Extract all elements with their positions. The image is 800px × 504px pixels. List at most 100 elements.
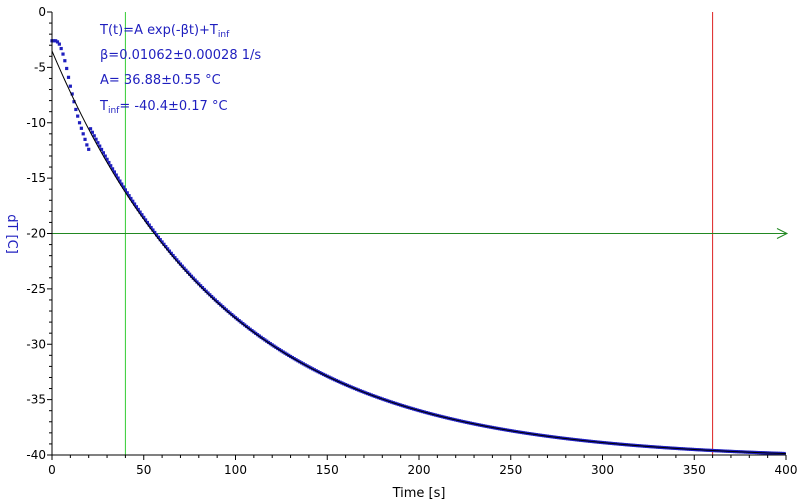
data-point-74 bbox=[186, 270, 190, 274]
data-point-58 bbox=[156, 235, 161, 239]
fit-formula-sub: inf bbox=[218, 30, 230, 40]
data-point-39 bbox=[121, 185, 126, 189]
data-point-68 bbox=[175, 258, 179, 262]
data-point-62 bbox=[164, 245, 168, 249]
data-point-86 bbox=[208, 293, 212, 297]
data-point-78 bbox=[193, 278, 197, 282]
data-point-15 bbox=[77, 121, 82, 125]
data-point-29 bbox=[103, 154, 107, 158]
tinf-value: Tinf= -40.4±0.17 °C bbox=[99, 99, 228, 116]
data-point-43 bbox=[129, 196, 133, 201]
data-point-83 bbox=[202, 287, 206, 292]
data-point-28 bbox=[101, 151, 105, 155]
data-point-7 bbox=[63, 59, 67, 63]
data-point-72 bbox=[182, 266, 186, 270]
data-point-40 bbox=[123, 188, 127, 192]
data-point-87 bbox=[210, 294, 214, 299]
y-tick-label--15: -15 bbox=[26, 171, 46, 185]
data-point-73 bbox=[184, 268, 188, 272]
y-tick-label--35: -35 bbox=[26, 393, 46, 407]
data-point-33 bbox=[110, 167, 115, 171]
data-point-13 bbox=[74, 107, 78, 112]
x-tick-label-250: 250 bbox=[499, 463, 522, 477]
data-point-21 bbox=[88, 127, 93, 131]
tinf-sub: inf bbox=[108, 106, 120, 116]
y-tick-label--40: -40 bbox=[26, 448, 46, 462]
data-point-5 bbox=[59, 46, 63, 51]
y-tick-label-0: 0 bbox=[38, 5, 46, 19]
data-point-61 bbox=[162, 242, 166, 246]
data-point-26 bbox=[98, 144, 102, 148]
data-point-11 bbox=[70, 92, 74, 96]
y-axis-label: dT [C] bbox=[4, 214, 19, 254]
data-point-42 bbox=[127, 194, 131, 198]
data-point-16 bbox=[79, 126, 83, 130]
data-point-71 bbox=[180, 264, 184, 268]
data-point-22 bbox=[90, 130, 94, 134]
data-point-47 bbox=[136, 207, 140, 212]
data-point-70 bbox=[178, 262, 183, 266]
y-ticks: 0 -5 -10 -15 -20 -25 -30 -35 -40 bbox=[26, 5, 52, 462]
beta-value: β=0.01062±0.00028 1/s bbox=[100, 48, 261, 63]
data-point-77 bbox=[191, 276, 195, 280]
data-point-45 bbox=[132, 202, 137, 206]
data-point-84 bbox=[204, 289, 208, 293]
data-point-41 bbox=[125, 191, 129, 195]
fit-annotation: T(t)=A exp(-βt)+Tinf β=0.01062±0.00028 1… bbox=[99, 23, 261, 116]
data-point-19 bbox=[85, 143, 89, 147]
x-tick-label-350: 350 bbox=[683, 463, 706, 477]
data-point-32 bbox=[109, 164, 113, 168]
data-point-31 bbox=[107, 160, 111, 165]
data-point-53 bbox=[147, 223, 151, 227]
data-point-75 bbox=[188, 272, 192, 276]
x-tick-label-50: 50 bbox=[136, 463, 151, 477]
tinf-main: = -40.4±0.17 °C bbox=[119, 99, 227, 114]
horizontal-marker-arrow[interactable] bbox=[776, 228, 789, 239]
data-point-27 bbox=[99, 147, 104, 152]
data-point-38 bbox=[120, 182, 124, 186]
data-point-85 bbox=[206, 291, 210, 295]
fit-formula: T(t)=A exp(-βt)+Tinf bbox=[99, 23, 230, 40]
data-point-51 bbox=[143, 218, 148, 222]
data-point-6 bbox=[61, 52, 65, 56]
y-tick-label--10: -10 bbox=[26, 116, 46, 130]
data-point-8 bbox=[65, 66, 69, 71]
y-tick-label--25: -25 bbox=[26, 282, 46, 296]
data-point-12 bbox=[72, 100, 76, 104]
data-point-67 bbox=[173, 256, 177, 260]
data-point-18 bbox=[83, 137, 87, 141]
data-point-54 bbox=[149, 225, 153, 230]
fit-curve bbox=[51, 50, 787, 455]
y-tick-label--20: -20 bbox=[26, 227, 46, 241]
data-point-37 bbox=[118, 179, 122, 183]
data-point-30 bbox=[105, 157, 109, 161]
data-point-44 bbox=[131, 199, 135, 203]
data-point-35 bbox=[114, 173, 118, 177]
data-point-82 bbox=[200, 286, 205, 290]
data-point-52 bbox=[145, 220, 150, 225]
data-point-59 bbox=[158, 238, 162, 242]
x-tick-label-200: 200 bbox=[408, 463, 431, 477]
x-tick-label-400: 400 bbox=[775, 463, 798, 477]
x-ticks: 0 50 100 150 200 250 300 350 400 bbox=[48, 455, 797, 477]
data-point-90 bbox=[215, 300, 219, 304]
fit-formula-main: T(t)=A exp(-βt)+T bbox=[99, 23, 218, 38]
data-point-23 bbox=[92, 134, 96, 138]
data-point-79 bbox=[195, 280, 199, 284]
data-point-81 bbox=[199, 284, 203, 288]
data-point-64 bbox=[167, 249, 172, 253]
data-point-89 bbox=[213, 298, 217, 302]
data-point-57 bbox=[154, 233, 159, 237]
data-point-1 bbox=[52, 39, 56, 43]
data-point-14 bbox=[76, 114, 80, 118]
data-point-10 bbox=[68, 84, 72, 88]
data-point-69 bbox=[177, 260, 181, 264]
data-point-20 bbox=[87, 147, 91, 151]
data-point-48 bbox=[138, 210, 142, 214]
data-point-4 bbox=[57, 42, 61, 46]
data-point-3 bbox=[55, 40, 60, 44]
x-tick-label-100: 100 bbox=[224, 463, 247, 477]
data-point-49 bbox=[140, 213, 144, 217]
y-tick-label--30: -30 bbox=[26, 337, 46, 351]
